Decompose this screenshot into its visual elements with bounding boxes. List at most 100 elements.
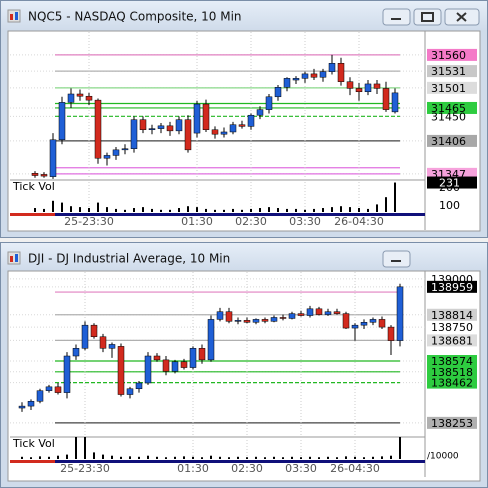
price-tag bbox=[427, 280, 477, 293]
candle-body bbox=[162, 359, 170, 372]
volume-bar bbox=[84, 437, 86, 459]
candle-body bbox=[27, 401, 35, 407]
volume-bar bbox=[381, 456, 383, 459]
icon-mark bbox=[15, 254, 18, 262]
candle-body bbox=[333, 311, 341, 314]
maximize-button[interactable] bbox=[413, 8, 442, 26]
volume-bar bbox=[187, 206, 189, 212]
volume-bar bbox=[304, 209, 306, 212]
price-tag bbox=[427, 365, 477, 378]
volume-label: Tick Vol bbox=[12, 180, 55, 193]
candle-body bbox=[328, 63, 336, 72]
volume-bar bbox=[205, 208, 207, 212]
volume-bar bbox=[160, 209, 162, 212]
candle-body bbox=[324, 311, 332, 315]
minimize-button[interactable] bbox=[382, 8, 411, 26]
restore-button[interactable] bbox=[382, 250, 411, 268]
y-tick-label: 31531 bbox=[431, 65, 466, 78]
candle-body bbox=[117, 346, 125, 395]
session-strip bbox=[55, 460, 425, 463]
price-tag bbox=[427, 355, 477, 368]
x-tick-label: 26-04:30 bbox=[330, 462, 380, 475]
volume-bar bbox=[282, 457, 284, 459]
volume-bar bbox=[372, 456, 374, 459]
volume-bar bbox=[399, 437, 401, 459]
volume-bar bbox=[52, 200, 54, 212]
candle-body bbox=[310, 73, 318, 78]
candle-body bbox=[45, 386, 53, 391]
volume-bar bbox=[34, 208, 36, 212]
volume-bar bbox=[268, 207, 270, 212]
x-tick-label: 01:30 bbox=[177, 462, 209, 475]
candle-body bbox=[99, 336, 107, 349]
app-icon bbox=[7, 251, 21, 265]
volume-bar bbox=[183, 456, 185, 459]
volume-value-label: 231 bbox=[439, 177, 460, 190]
volume-bar bbox=[79, 207, 81, 212]
y-tick-label: 138959 bbox=[431, 281, 473, 294]
volume-bar bbox=[93, 452, 95, 459]
candle-body bbox=[288, 313, 296, 319]
candle-body bbox=[391, 92, 399, 113]
volume-bar bbox=[115, 208, 117, 212]
volume-bar bbox=[75, 437, 77, 459]
volume-bar bbox=[30, 457, 32, 459]
volume-bar bbox=[192, 456, 194, 459]
volume-bar bbox=[124, 209, 126, 212]
candle-body bbox=[63, 355, 71, 393]
volume-bar bbox=[210, 455, 212, 459]
candle-body bbox=[355, 88, 363, 93]
y-tick-label: 31560 bbox=[431, 49, 466, 62]
candle-body bbox=[189, 348, 197, 368]
candle-body bbox=[292, 78, 300, 81]
volume-bar bbox=[322, 208, 324, 212]
y-tick-label: 31501 bbox=[431, 82, 466, 95]
candle-body bbox=[279, 317, 287, 319]
volume-bar bbox=[309, 456, 311, 459]
volume-bar bbox=[214, 209, 216, 212]
candle-body bbox=[369, 319, 377, 323]
chart-area bbox=[7, 30, 481, 232]
candle-body bbox=[243, 320, 251, 323]
volume-bar bbox=[201, 457, 203, 459]
candle-body bbox=[202, 103, 210, 130]
candle-body bbox=[306, 308, 314, 316]
candle-body bbox=[76, 93, 84, 97]
volume-bar bbox=[174, 456, 176, 459]
x-tick-label: 01:30 bbox=[181, 215, 213, 228]
x-tick-label: 03:30 bbox=[289, 215, 321, 228]
candle-body bbox=[378, 319, 386, 328]
candle-body bbox=[261, 319, 269, 322]
candle-body bbox=[180, 361, 188, 368]
candle-body bbox=[108, 344, 116, 349]
volume-bar bbox=[385, 197, 387, 212]
price-tag bbox=[427, 81, 477, 94]
volume-bar bbox=[102, 454, 104, 459]
candle-body bbox=[225, 311, 233, 322]
candle-body bbox=[319, 71, 327, 78]
candle-body bbox=[90, 324, 98, 337]
volume-bar bbox=[156, 456, 158, 459]
volume-bar bbox=[147, 455, 149, 459]
volume-bar bbox=[169, 209, 171, 212]
price-tag bbox=[427, 101, 477, 114]
icon-mark bbox=[10, 14, 13, 20]
candle-body bbox=[184, 119, 192, 151]
candle-body bbox=[373, 83, 381, 89]
volume-bar bbox=[336, 457, 338, 459]
volume-tick-label: 100 bbox=[439, 199, 460, 212]
x-tick-label: 02:30 bbox=[235, 215, 267, 228]
candle-body bbox=[270, 317, 278, 322]
candle-body bbox=[171, 361, 179, 372]
volume-bar bbox=[286, 208, 288, 212]
volume-bar bbox=[70, 206, 72, 212]
close-button[interactable] bbox=[444, 8, 480, 26]
price-tag bbox=[427, 334, 477, 347]
candle-body bbox=[36, 390, 44, 402]
volume-bar bbox=[295, 208, 297, 212]
price-tag bbox=[427, 376, 477, 389]
candle-body bbox=[256, 109, 264, 116]
candle-body bbox=[31, 173, 39, 176]
